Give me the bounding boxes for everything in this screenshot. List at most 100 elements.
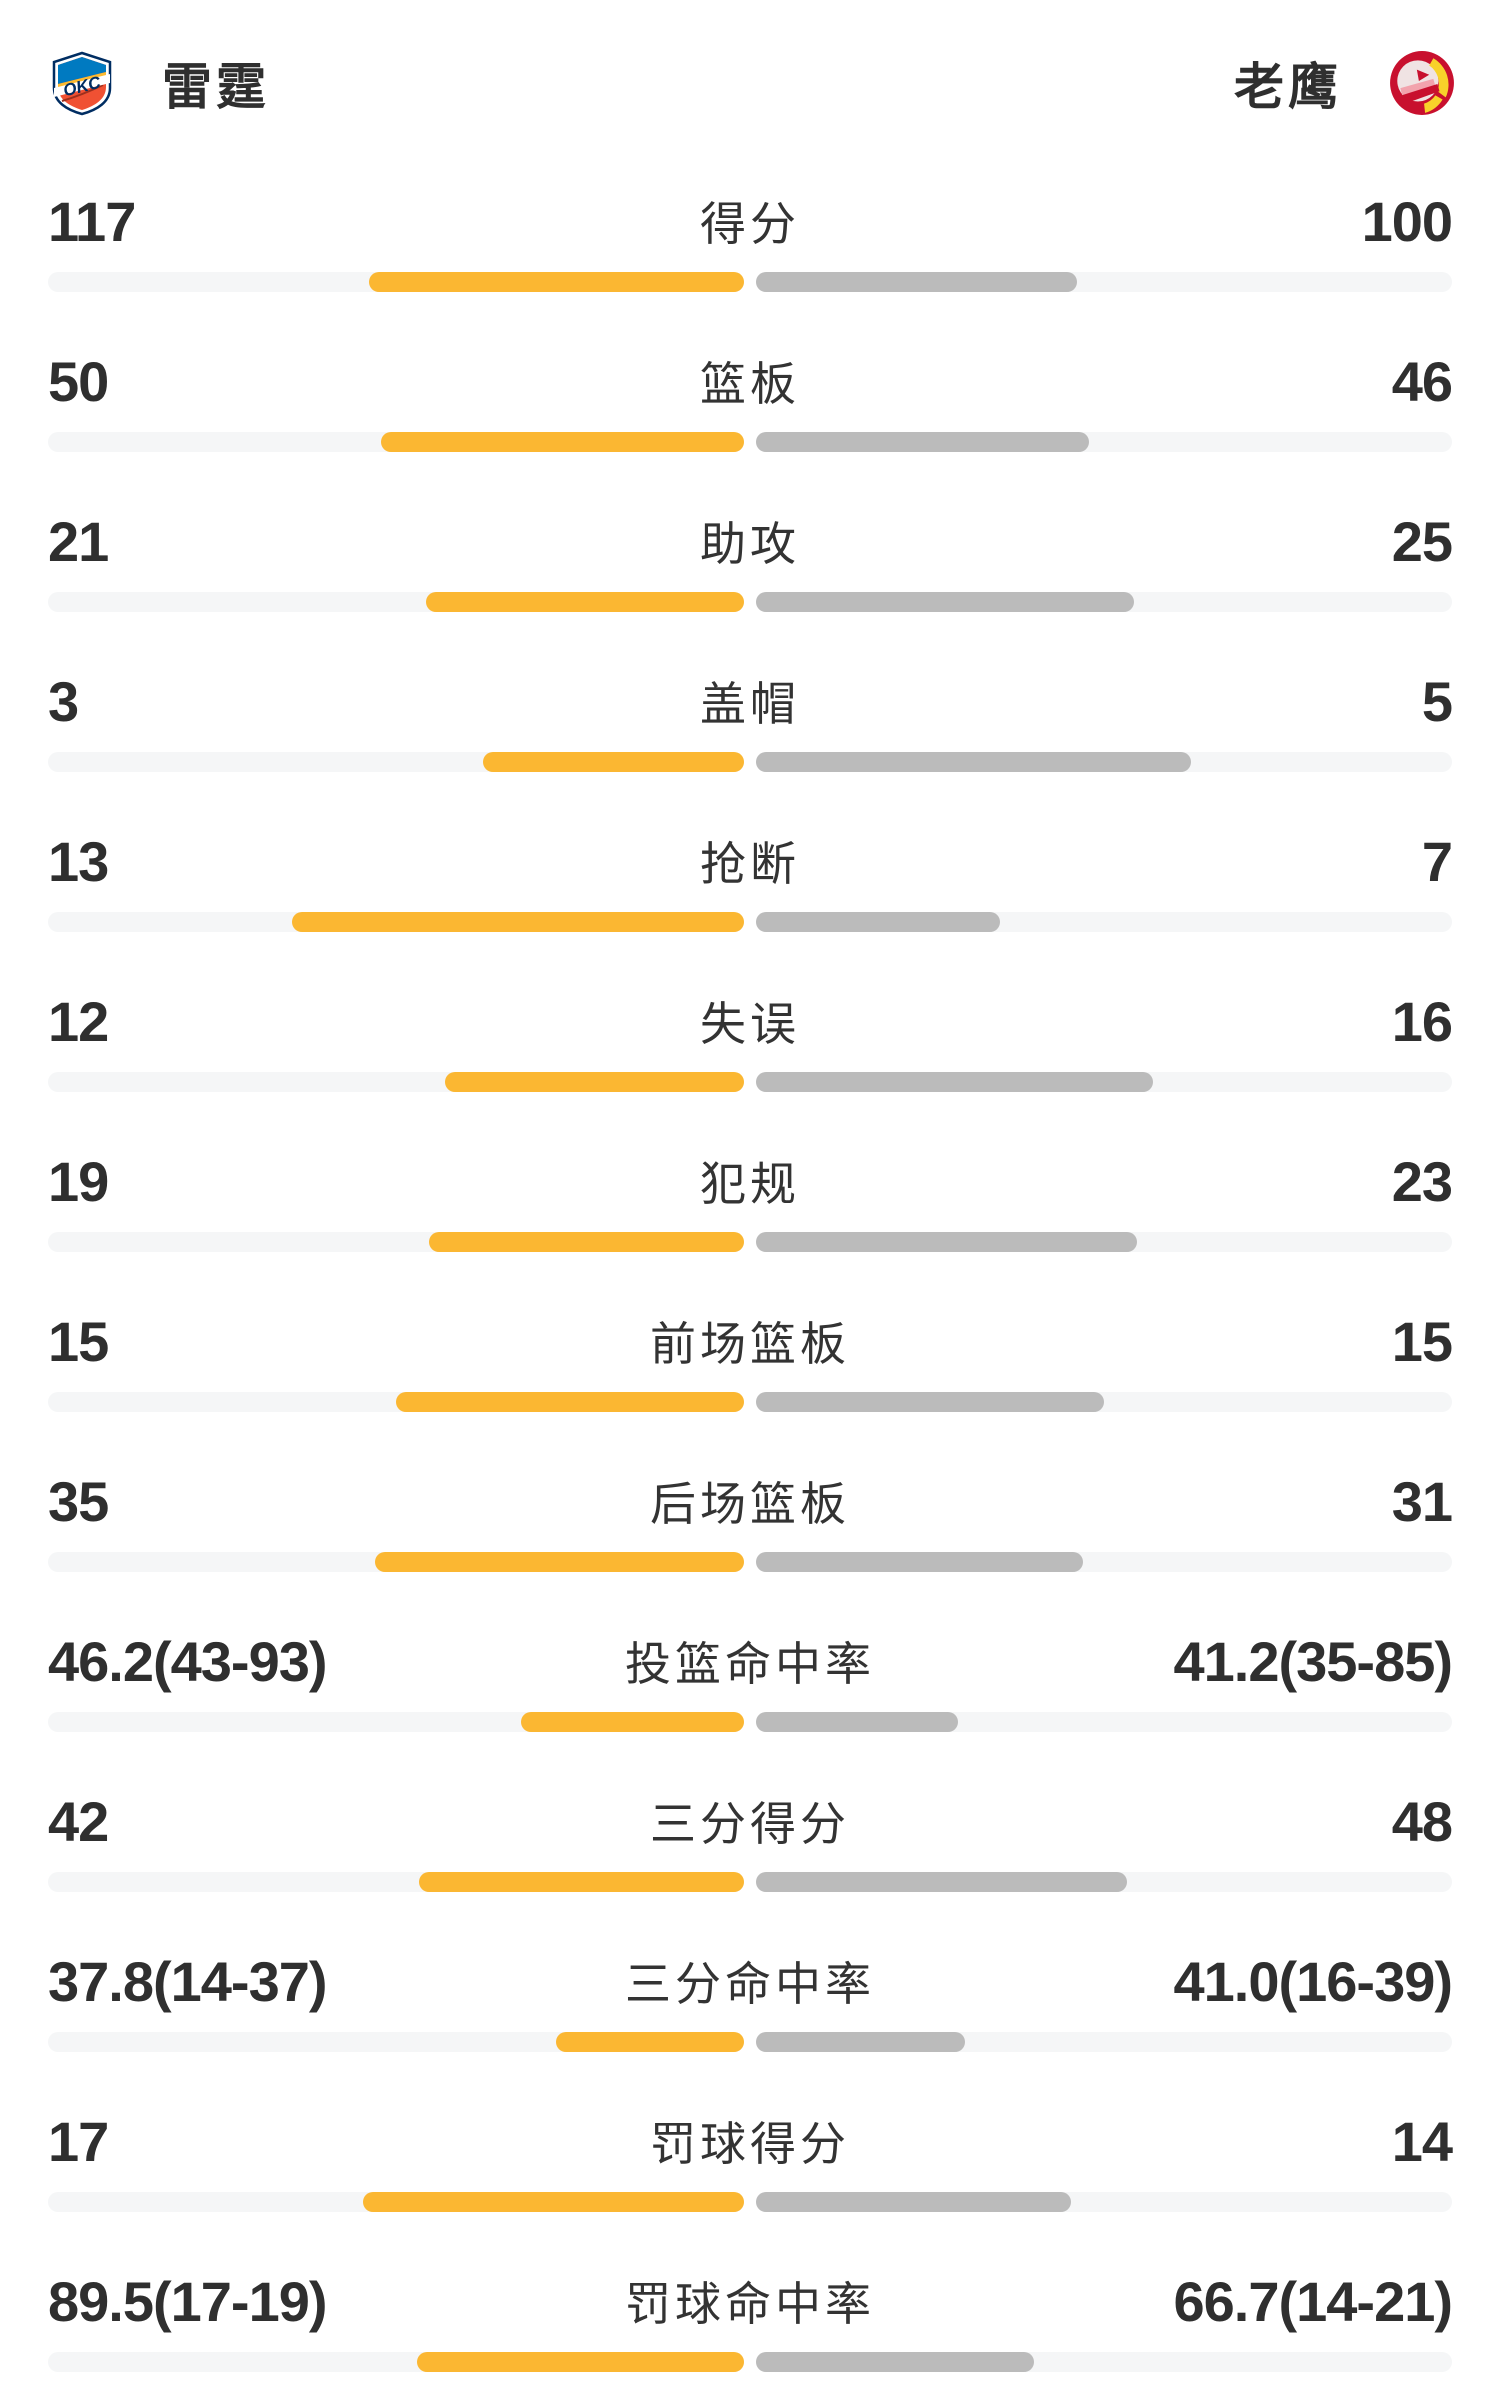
stat-label: 助攻 xyxy=(700,518,800,570)
away-bar-track xyxy=(756,2192,1452,2212)
away-bar-fill xyxy=(756,1392,1104,1412)
away-bar-track xyxy=(756,1872,1452,1892)
stat-row: 12 失误 16 xyxy=(0,980,1500,1140)
away-bar-fill xyxy=(756,272,1077,292)
stat-values: 13 抢断 7 xyxy=(48,829,1453,893)
home-bar-fill xyxy=(368,272,744,292)
away-bar-track xyxy=(756,1552,1452,1572)
home-value: 35 xyxy=(48,1469,109,1533)
okc-thunder-logo: OKC xyxy=(52,51,112,116)
stat-label: 篮板 xyxy=(700,358,800,410)
home-bar-track xyxy=(48,752,744,772)
stat-bars xyxy=(48,1712,1452,1732)
away-value: 48 xyxy=(1391,1789,1453,1853)
away-bar-fill xyxy=(756,432,1090,452)
away-bar-fill xyxy=(756,1232,1138,1252)
home-bar-fill xyxy=(521,1712,744,1732)
stat-row: 117 得分 100 xyxy=(0,180,1500,340)
home-bar-track xyxy=(48,1392,744,1412)
stat-bars xyxy=(48,2032,1452,2052)
home-bar-fill xyxy=(429,1232,744,1252)
away-bar-track xyxy=(756,432,1452,452)
home-value: 89.5(17-19) xyxy=(48,2269,328,2333)
away-bar-track xyxy=(756,592,1452,612)
stat-values: 21 助攻 25 xyxy=(48,509,1453,573)
stat-values: 37.8(14-37) 三分命中率 41.0(16-39) xyxy=(48,1949,1453,2013)
away-bar-fill xyxy=(756,752,1191,772)
stat-row: 89.5(17-19) 罚球命中率 66.7(14-21) xyxy=(0,2260,1500,2400)
home-bar-fill xyxy=(556,2032,744,2052)
home-bar-fill xyxy=(396,1392,744,1412)
stat-row: 19 犯规 23 xyxy=(0,1140,1500,1300)
home-bar-fill xyxy=(362,2192,744,2212)
away-value: 7 xyxy=(1421,829,1453,893)
stat-values: 89.5(17-19) 罚球命中率 66.7(14-21) xyxy=(48,2269,1453,2333)
home-bar-fill xyxy=(375,1552,744,1572)
away-bar-track xyxy=(756,272,1452,292)
home-team-name: 雷霆 xyxy=(162,59,270,115)
home-value: 50 xyxy=(48,349,109,413)
stat-label: 前场篮板 xyxy=(650,1318,850,1370)
home-bar-track xyxy=(48,1232,744,1252)
away-value: 31 xyxy=(1391,1469,1453,1533)
stat-values: 46.2(43-93) 投篮命中率 41.2(35-85) xyxy=(48,1629,1453,1693)
header: OKC 雷霆 老鹰 xyxy=(0,0,1500,180)
away-bar-track xyxy=(756,752,1452,772)
stat-label: 三分得分 xyxy=(650,1798,850,1850)
away-value: 16 xyxy=(1391,989,1453,1053)
home-bar-fill xyxy=(416,2352,744,2372)
stat-label: 抢断 xyxy=(700,838,800,890)
home-bar-fill xyxy=(381,432,744,452)
home-value: 17 xyxy=(48,2109,109,2173)
stat-bars xyxy=(48,1872,1452,1892)
away-value: 41.2(35-85) xyxy=(1173,1629,1453,1693)
stats-list: 117 得分 100 50 篮板 46 xyxy=(0,180,1500,2400)
stat-bars xyxy=(48,1072,1452,1092)
away-bar-fill xyxy=(756,1872,1127,1892)
away-bar-track xyxy=(756,2352,1452,2372)
home-bar-track xyxy=(48,1712,744,1732)
away-bar-fill xyxy=(756,592,1134,612)
stat-label: 得分 xyxy=(700,198,800,250)
stat-row: 35 后场篮板 31 xyxy=(0,1460,1500,1620)
stat-values: 35 后场篮板 31 xyxy=(48,1469,1453,1533)
home-bar-fill xyxy=(483,752,744,772)
home-value: 19 xyxy=(48,1149,109,1213)
stat-bars xyxy=(48,432,1452,452)
stat-label: 后场篮板 xyxy=(650,1478,850,1530)
home-value: 15 xyxy=(48,1309,109,1373)
away-value: 66.7(14-21) xyxy=(1173,2269,1453,2333)
home-bar-fill xyxy=(425,592,744,612)
home-value: 12 xyxy=(48,989,109,1053)
stat-label: 盖帽 xyxy=(700,678,800,730)
stat-values: 117 得分 100 xyxy=(48,189,1453,253)
stat-bars xyxy=(48,1392,1452,1412)
home-bar-fill xyxy=(418,1872,744,1892)
stat-row: 13 抢断 7 xyxy=(0,820,1500,980)
away-bar-track xyxy=(756,1712,1452,1732)
home-value: 37.8(14-37) xyxy=(48,1949,328,2013)
stat-row: 37.8(14-37) 三分命中率 41.0(16-39) xyxy=(0,1940,1500,2100)
home-bar-fill xyxy=(291,912,744,932)
stat-bars xyxy=(48,592,1452,612)
stat-bars xyxy=(48,272,1452,292)
stat-label: 三分命中率 xyxy=(625,1958,875,2010)
away-bar-fill xyxy=(756,1072,1154,1092)
stat-values: 19 犯规 23 xyxy=(48,1149,1453,1213)
away-bar-fill xyxy=(756,2032,965,2052)
away-bar-track xyxy=(756,2032,1452,2052)
stat-values: 17 罚球得分 14 xyxy=(48,2109,1453,2173)
stat-values: 3 盖帽 5 xyxy=(48,669,1453,733)
away-team: 老鹰 xyxy=(1234,47,1456,119)
stat-row: 3 盖帽 5 xyxy=(0,660,1500,820)
home-value: 117 xyxy=(48,189,136,253)
home-team: OKC 雷霆 xyxy=(48,47,270,119)
away-value: 5 xyxy=(1421,669,1453,733)
home-value: 3 xyxy=(48,669,79,733)
home-value: 21 xyxy=(48,509,109,573)
away-bar-fill xyxy=(756,1712,958,1732)
home-bar-track xyxy=(48,1872,744,1892)
away-value: 46 xyxy=(1391,349,1453,413)
home-bar-track xyxy=(48,2352,744,2372)
